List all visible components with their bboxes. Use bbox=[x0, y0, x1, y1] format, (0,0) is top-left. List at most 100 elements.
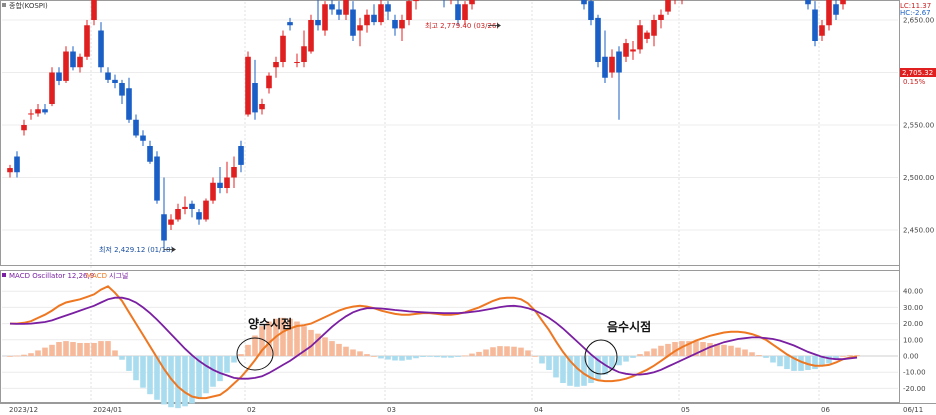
candle-body bbox=[126, 88, 132, 120]
candle-body bbox=[42, 109, 48, 113]
histogram-bar bbox=[112, 350, 118, 356]
candle-body bbox=[294, 62, 300, 63]
low-arrow-head bbox=[172, 247, 176, 252]
macd-tick-label: 20.00 bbox=[903, 320, 923, 328]
chart-title: 종합(KOSPI) bbox=[9, 1, 48, 10]
x-tick-label: 2023/12 bbox=[9, 406, 38, 414]
candle-body bbox=[455, 4, 461, 20]
candle-body bbox=[833, 4, 839, 15]
candle-body bbox=[840, 0, 846, 5]
histogram-bar bbox=[427, 356, 433, 357]
lc-label: LC:11.37 bbox=[900, 2, 931, 10]
histogram-bar bbox=[462, 355, 468, 357]
candle-body bbox=[154, 156, 160, 201]
histogram-bar bbox=[399, 356, 405, 361]
histogram-bar bbox=[434, 356, 440, 358]
last-change: 0.15% bbox=[903, 78, 926, 86]
histogram-bar bbox=[63, 341, 69, 356]
candle-body bbox=[161, 214, 167, 241]
candle-body bbox=[637, 25, 643, 50]
histogram-bar bbox=[7, 356, 13, 357]
macd-tick-label: 0.00 bbox=[903, 353, 919, 361]
candle-body bbox=[210, 182, 216, 201]
histogram-bar bbox=[168, 356, 174, 408]
candle-body bbox=[252, 83, 258, 113]
candle-body bbox=[357, 25, 363, 31]
price-tick-label: 2,650.00 bbox=[903, 17, 934, 25]
histogram-bar bbox=[28, 353, 34, 356]
histogram-bar bbox=[665, 343, 671, 356]
candle-body bbox=[350, 9, 356, 36]
golden-cross-label: 양수시점 bbox=[248, 316, 292, 331]
candle-body bbox=[196, 212, 202, 220]
candle-body bbox=[665, 0, 671, 12]
histogram-bar bbox=[189, 356, 195, 404]
candle-body bbox=[581, 0, 587, 5]
histogram-bar bbox=[49, 344, 55, 356]
histogram-bar bbox=[119, 356, 125, 360]
histogram-bar bbox=[224, 356, 230, 373]
macd-panel-frame bbox=[0, 270, 900, 403]
candle-body bbox=[336, 9, 342, 15]
candle-body bbox=[658, 14, 664, 20]
histogram-bar bbox=[546, 356, 552, 370]
candle-body bbox=[406, 1, 412, 20]
macd-legend-marker-icon bbox=[2, 273, 6, 277]
x-tick-label: 04 bbox=[534, 406, 543, 414]
candle-body bbox=[385, 4, 391, 12]
price-tick-label: 2,450.00 bbox=[903, 227, 934, 235]
histogram-bar bbox=[637, 354, 643, 356]
legend-oscillator: MACD Oscillator 12,26,9 bbox=[9, 272, 94, 280]
histogram-bar bbox=[819, 356, 825, 367]
histogram-bar bbox=[210, 356, 216, 387]
histogram-bar bbox=[686, 341, 692, 356]
histogram-bar bbox=[798, 356, 804, 371]
histogram-bar bbox=[693, 341, 699, 356]
candle-body bbox=[56, 72, 62, 81]
histogram-bar bbox=[350, 349, 356, 356]
histogram-bar bbox=[504, 346, 510, 356]
candle-body bbox=[105, 72, 111, 80]
x-tick-label: 2024/01 bbox=[93, 406, 122, 414]
candle-body bbox=[119, 83, 125, 96]
candle-body bbox=[238, 146, 244, 165]
hc-label: HC:-2.67 bbox=[900, 9, 931, 17]
candle-body bbox=[77, 56, 83, 68]
histogram-bar bbox=[616, 356, 622, 366]
histogram-bar bbox=[343, 346, 349, 356]
histogram-bar bbox=[791, 356, 797, 371]
macd-histogram bbox=[7, 317, 860, 409]
histogram-bar bbox=[98, 341, 104, 356]
histogram-bar bbox=[777, 356, 783, 367]
candle-body bbox=[168, 219, 174, 225]
x-tick-label: 06 bbox=[821, 406, 830, 414]
histogram-bar bbox=[105, 341, 111, 356]
histogram-bar bbox=[623, 356, 629, 362]
candle-body bbox=[280, 35, 286, 62]
candle-body bbox=[140, 135, 146, 141]
histogram-bar bbox=[294, 321, 300, 356]
candle-body bbox=[98, 30, 104, 68]
candle-body bbox=[826, 0, 832, 26]
histogram-bar bbox=[658, 345, 664, 356]
candle-body bbox=[378, 4, 384, 23]
candle-body bbox=[21, 125, 27, 131]
axis-ticks: 2023/122024/01020304050606/112,750.002,7… bbox=[9, 17, 934, 415]
candle-body bbox=[266, 75, 272, 89]
candle-body bbox=[175, 209, 181, 220]
candle-body bbox=[399, 20, 405, 29]
candle-body bbox=[147, 146, 153, 162]
histogram-bar bbox=[420, 356, 426, 357]
histogram-bar bbox=[651, 348, 657, 356]
histogram-bar bbox=[140, 356, 146, 388]
macd-tick-label: 40.00 bbox=[903, 288, 923, 296]
legend-macd: MACD bbox=[86, 272, 107, 280]
histogram-bar bbox=[91, 342, 97, 356]
candle-body bbox=[462, 4, 468, 20]
candle-body bbox=[287, 22, 293, 26]
candle-body bbox=[35, 109, 41, 114]
histogram-bar bbox=[833, 356, 839, 360]
histogram-bar bbox=[728, 345, 734, 356]
candle-body bbox=[315, 20, 321, 26]
